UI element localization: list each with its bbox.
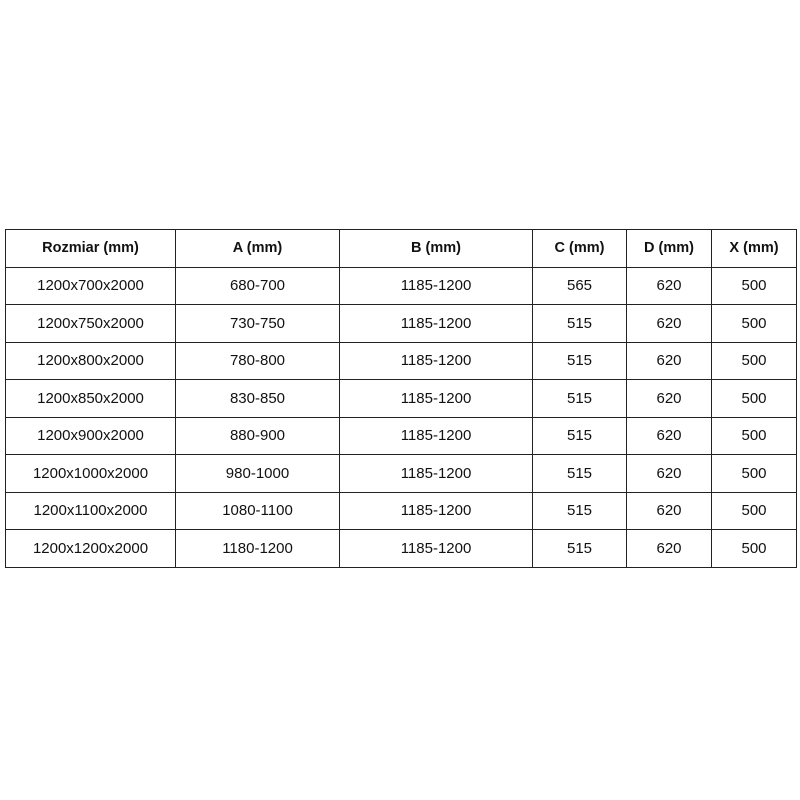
table-cell: 1200x1000x2000 — [5, 454, 176, 493]
table-cell: 500 — [711, 266, 797, 305]
table-cell: 1200x700x2000 — [5, 266, 176, 305]
table-cell: 620 — [626, 304, 712, 343]
header-row: Rozmiar (mm) A (mm) B (mm) C (mm) D (mm) X (m… — [5, 229, 797, 268]
table-cell: 1185-1200 — [339, 416, 533, 455]
table-cell: 1180-1200 — [175, 529, 340, 568]
table-cell: 1185-1200 — [339, 304, 533, 343]
table-row: 1200x1000x2000 980-1000 1185-1200 515 620 500 — [5, 454, 797, 493]
table-cell: 1185-1200 — [339, 341, 533, 380]
table-row: 1200x1100x2000 1080-1100 1185-1200 515 620 50… — [5, 491, 797, 530]
table-row: 1200x700x2000 680-700 1185-1200 565 620 500 — [5, 266, 797, 305]
table-cell: 1200x900x2000 — [5, 416, 176, 455]
table-cell: 500 — [711, 304, 797, 343]
table-cell: 515 — [532, 529, 627, 568]
table-cell: 1185-1200 — [339, 266, 533, 305]
table-row: 1200x1200x2000 1180-1200 1185-1200 515 620 50… — [5, 529, 797, 568]
table-cell: 620 — [626, 341, 712, 380]
column-header: B (mm) — [339, 229, 533, 268]
table-cell: 780-800 — [175, 341, 340, 380]
table-cell: 880-900 — [175, 416, 340, 455]
table-cell: 620 — [626, 379, 712, 418]
table-cell: 980-1000 — [175, 454, 340, 493]
table-cell: 515 — [532, 341, 627, 380]
table-cell: 1185-1200 — [339, 529, 533, 568]
table-cell: 1080-1100 — [175, 491, 340, 530]
table-cell: 500 — [711, 379, 797, 418]
table-cell: 565 — [532, 266, 627, 305]
column-header: Rozmiar (mm) — [5, 229, 176, 268]
table-cell: 680-700 — [175, 266, 340, 305]
table-cell: 620 — [626, 491, 712, 530]
column-header: A (mm) — [175, 229, 340, 268]
table-cell: 1200x1100x2000 — [5, 491, 176, 530]
table-cell: 730-750 — [175, 304, 340, 343]
table-cell: 1200x800x2000 — [5, 341, 176, 380]
table-cell: 515 — [532, 416, 627, 455]
table-cell: 620 — [626, 266, 712, 305]
table-cell: 830-850 — [175, 379, 340, 418]
table-row: 1200x900x2000 880-900 1185-1200 515 620 500 — [5, 416, 797, 455]
column-header: D (mm) — [626, 229, 712, 268]
table-cell: 500 — [711, 529, 797, 568]
table-cell: 500 — [711, 341, 797, 380]
table-cell: 515 — [532, 304, 627, 343]
table-cell: 620 — [626, 529, 712, 568]
table-row: 1200x750x2000 730-750 1185-1200 515 620 500 — [5, 304, 797, 343]
table-row: 1200x800x2000 780-800 1185-1200 515 620 500 — [5, 341, 797, 380]
table-cell: 620 — [626, 416, 712, 455]
table-cell: 1200x850x2000 — [5, 379, 176, 418]
table-cell: 1185-1200 — [339, 454, 533, 493]
table-cell: 515 — [532, 379, 627, 418]
dimensions-table: Rozmiar (mm) A (mm) B (mm) C (mm) D (mm) X (m… — [5, 229, 797, 568]
table-row: 1200x850x2000 830-850 1185-1200 515 620 500 — [5, 379, 797, 418]
table-cell: 1200x750x2000 — [5, 304, 176, 343]
table-cell: 515 — [532, 491, 627, 530]
table-cell: 500 — [711, 491, 797, 530]
column-header: C (mm) — [532, 229, 627, 268]
table-cell: 515 — [532, 454, 627, 493]
table-cell: 1200x1200x2000 — [5, 529, 176, 568]
table-cell: 500 — [711, 416, 797, 455]
table-cell: 1185-1200 — [339, 491, 533, 530]
table-cell: 500 — [711, 454, 797, 493]
column-header: X (mm) — [711, 229, 797, 268]
table-cell: 1185-1200 — [339, 379, 533, 418]
table-cell: 620 — [626, 454, 712, 493]
